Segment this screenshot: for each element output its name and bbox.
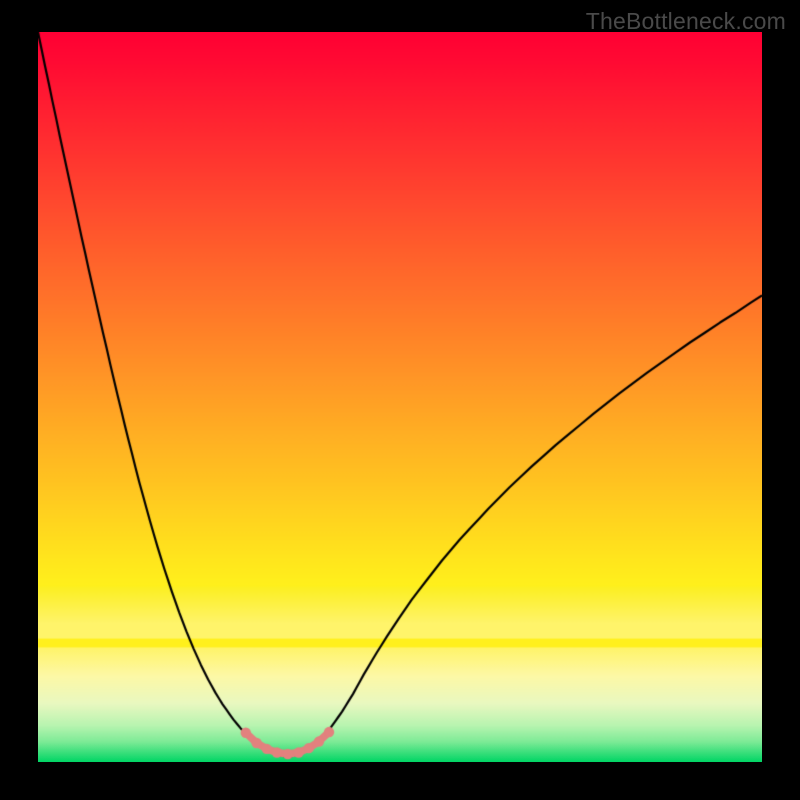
- chart-stage: TheBottleneck.com: [0, 0, 800, 800]
- bottleneck-curve-chart: [38, 32, 762, 762]
- plot-frame: [38, 32, 762, 762]
- watermark-label: TheBottleneck.com: [586, 8, 786, 35]
